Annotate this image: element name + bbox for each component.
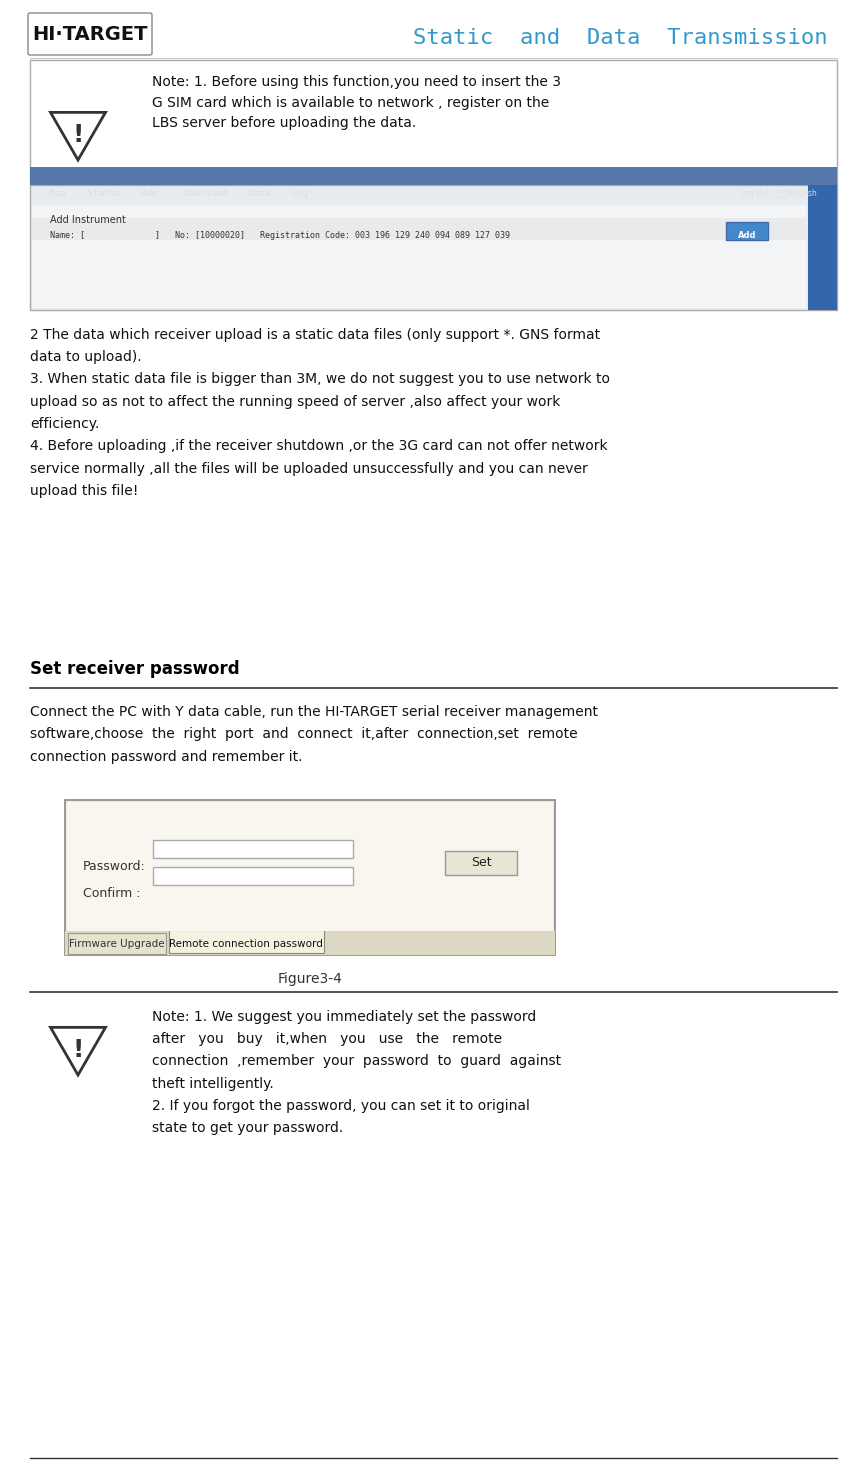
Text: Password:: Password: (83, 861, 146, 872)
Bar (32, 205, 806, 308)
Text: Add: Add (738, 232, 756, 241)
Text: Set: Set (471, 856, 492, 869)
Text: Confirm :: Confirm : (83, 887, 140, 900)
Bar (67, 801, 553, 931)
Text: Log Out   中文|English: Log Out 中文|English (740, 189, 817, 198)
Text: Remote connection password: Remote connection password (169, 939, 323, 949)
Bar (68, 933, 166, 953)
Text: Add Instrument: Add Instrument (50, 215, 126, 224)
Bar (169, 930, 324, 953)
Text: !: ! (72, 1038, 84, 1063)
FancyBboxPatch shape (28, 13, 152, 55)
Text: Note: 1. We suggest you immediately set the password
after   you   buy   it,when: Note: 1. We suggest you immediately set … (152, 1010, 561, 1135)
Text: Static  and  Data  Transmission: Static and Data Transmission (413, 28, 827, 49)
Text: 2 The data which receiver upload is a static data files (only support *. GNS for: 2 The data which receiver upload is a st… (30, 328, 610, 497)
Text: Firmware Upgrade: Firmware Upgrade (69, 939, 165, 949)
Bar (65, 800, 555, 955)
Text: Figure3-4: Figure3-4 (277, 973, 342, 986)
Text: !: ! (72, 123, 84, 148)
Bar (726, 221, 768, 241)
Bar (30, 184, 837, 310)
Text: Connect the PC with Y data cable, run the HI-TARGET serial receiver management
s: Connect the PC with Y data cable, run th… (30, 706, 598, 763)
Bar (445, 852, 517, 875)
Text: Map    Status    Adm.    Download    Data    Log: Map Status Adm. Download Data Log (50, 189, 308, 198)
Bar (153, 866, 353, 886)
Bar (153, 840, 353, 858)
Bar (808, 184, 837, 310)
Text: HI·TARGET: HI·TARGET (32, 25, 147, 43)
Bar (65, 931, 555, 955)
Bar (30, 61, 837, 184)
Text: Note: 1. Before using this function,you need to insert the 3
G SIM card which is: Note: 1. Before using this function,you … (152, 75, 561, 130)
Bar (30, 167, 837, 184)
Text: Set receiver password: Set receiver password (30, 660, 239, 677)
Text: Name: [              ]   No: [10000020]   Registration Code: 003 196 129 240 094: Name: [ ] No: [10000020] Registration Co… (50, 232, 510, 241)
Bar (32, 218, 806, 241)
